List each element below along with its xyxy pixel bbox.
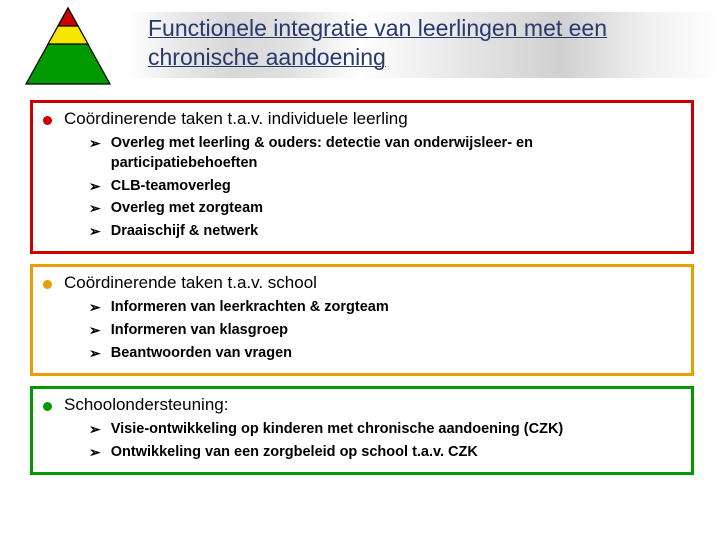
arrow-icon: ➢ xyxy=(89,177,101,197)
item-list: ➢Overleg met leerling & ouders: detectie… xyxy=(43,133,681,241)
list-item: ➢Ontwikkeling van een zorgbeleid op scho… xyxy=(89,442,681,463)
list-item: ➢Overleg met zorgteam xyxy=(89,198,681,219)
bullet-dot xyxy=(43,116,52,125)
list-item: ➢Beantwoorden van vragen xyxy=(89,343,681,364)
item-list: ➢Informeren van leerkrachten & zorgteam … xyxy=(43,297,681,363)
arrow-icon: ➢ xyxy=(89,298,101,318)
section-heading-text: Coördinerende taken t.a.v. school xyxy=(64,273,317,293)
item-list: ➢Visie-ontwikkeling op kinderen met chro… xyxy=(43,419,681,462)
arrow-icon: ➢ xyxy=(89,222,101,242)
arrow-icon: ➢ xyxy=(89,344,101,364)
section-heading-text: Coördinerende taken t.a.v. individuele l… xyxy=(64,109,408,129)
section-heading: Schoolondersteuning: xyxy=(43,395,681,415)
bullet-dot xyxy=(43,280,52,289)
arrow-icon: ➢ xyxy=(89,199,101,219)
section-heading: Coördinerende taken t.a.v. individuele l… xyxy=(43,109,681,129)
list-item: ➢CLB-teamoverleg xyxy=(89,176,681,197)
arrow-icon: ➢ xyxy=(89,420,101,440)
arrow-icon: ➢ xyxy=(89,443,101,463)
bullet-dot xyxy=(43,402,52,411)
list-item: ➢Draaischijf & netwerk xyxy=(89,221,681,242)
slide-title: Functionele integratie van leerlingen me… xyxy=(148,14,700,72)
triangle-logo xyxy=(24,6,112,86)
list-item: ➢Informeren van klasgroep xyxy=(89,320,681,341)
list-item: ➢Overleg met leerling & ouders: detectie… xyxy=(89,133,681,174)
section-individual: Coördinerende taken t.a.v. individuele l… xyxy=(30,100,694,254)
section-school: Coördinerende taken t.a.v. school ➢Infor… xyxy=(30,264,694,376)
arrow-icon: ➢ xyxy=(89,134,101,154)
section-heading: Coördinerende taken t.a.v. school xyxy=(43,273,681,293)
arrow-icon: ➢ xyxy=(89,321,101,341)
section-support: Schoolondersteuning: ➢Visie-ontwikkeling… xyxy=(30,386,694,475)
section-heading-text: Schoolondersteuning: xyxy=(64,395,228,415)
list-item: ➢Visie-ontwikkeling op kinderen met chro… xyxy=(89,419,681,440)
list-item: ➢Informeren van leerkrachten & zorgteam xyxy=(89,297,681,318)
content-area: Coördinerende taken t.a.v. individuele l… xyxy=(30,100,694,530)
